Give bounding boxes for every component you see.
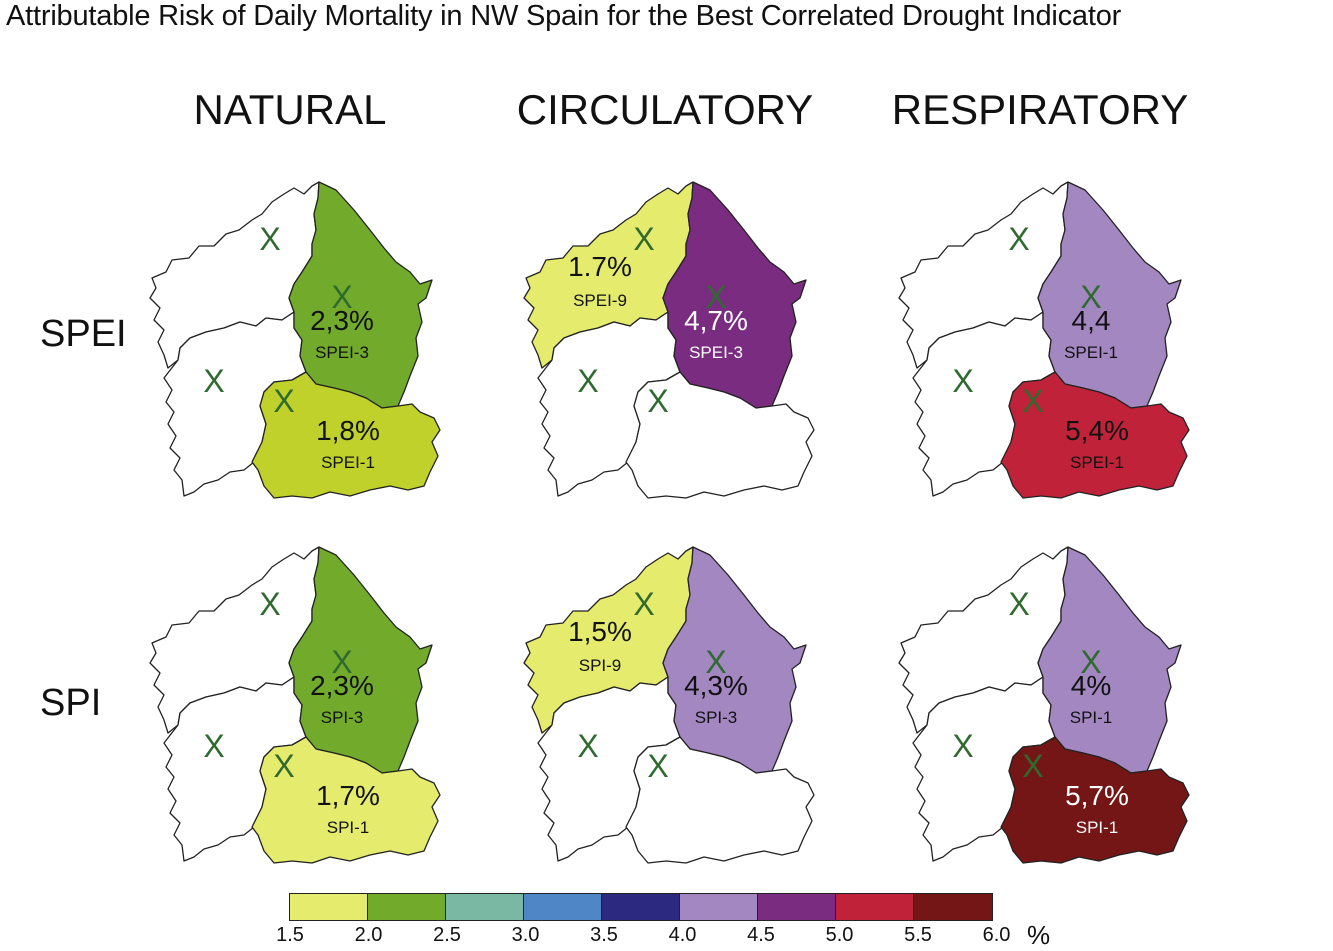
province-ourense [251, 736, 441, 864]
legend-tick-label: 5.5 [904, 924, 932, 946]
x-marker-pontevedra: X [577, 728, 598, 764]
x-marker-coruna: X [1008, 221, 1029, 257]
x-marker-lugo: X [331, 644, 352, 680]
map-panel-spi-natural: X X X X 2,3% SPI-3 1,7% SPI-1 [144, 545, 444, 865]
value-label-ourense: 1,7% [316, 780, 380, 811]
x-marker-pontevedra: X [577, 363, 598, 399]
legend-tick-label: 4.5 [747, 924, 775, 946]
legend-unit: % [1027, 920, 1051, 950]
province-ourense [625, 736, 815, 864]
legend-swatch-8 [914, 894, 992, 920]
indicator-label-ourense: SPEI-1 [1070, 453, 1124, 472]
indicator-label-lugo: SPI-3 [695, 708, 738, 727]
indicator-label-lugo: SPEI-3 [315, 343, 369, 362]
indicator-label-lugo: SPI-3 [321, 708, 364, 727]
x-marker-ourense: X [647, 383, 668, 419]
value-label-lugo: 4,3% [684, 670, 748, 701]
x-marker-lugo: X [705, 279, 726, 315]
indicator-label-ourense: SPI-1 [1076, 818, 1119, 837]
indicator-label-lugo: SPEI-1 [1064, 343, 1118, 362]
indicator-label-ourense: SPI-1 [327, 818, 370, 837]
color-legend [289, 893, 993, 921]
value-label-coruna: 1.7% [568, 251, 632, 282]
indicator-label-coruna: SPEI-9 [573, 291, 627, 310]
province-ourense [1000, 371, 1190, 499]
value-label-lugo: 2,3% [310, 670, 374, 701]
legend-tick-label: 6.0 [982, 924, 1011, 946]
legend-swatch-3 [524, 894, 602, 920]
value-label-ourense: 5,4% [1065, 415, 1129, 446]
legend-swatch-7 [836, 894, 914, 920]
map-panel-spi-respiratory: X X X X 4% SPI-1 5,7% SPI-1 [893, 545, 1193, 865]
x-marker-coruna: X [633, 586, 654, 622]
column-header-respiratory: RESPIRATORY [891, 86, 1189, 133]
legend-swatch-2 [446, 894, 524, 920]
indicator-label-coruna: SPI-9 [579, 656, 622, 675]
legend-swatch-1 [368, 894, 446, 920]
indicator-label-lugo: SPEI-3 [689, 343, 743, 362]
row-header-spi: SPI [40, 682, 102, 724]
map-panel-spei-respiratory: X X X X 4,4 SPEI-1 5,4% SPEI-1 [893, 180, 1193, 500]
x-marker-coruna: X [259, 586, 280, 622]
legend-ticks: 1.5 2.0 2.5 3.0 3.5 4.0 4.5 5.0 5.5 6.0 [0, 924, 1333, 948]
map-panel-spi-circulatory: X X X X 4,3% SPI-3 1,5% SPI-9 [518, 545, 818, 865]
x-marker-coruna: X [1008, 586, 1029, 622]
legend-tick-label: 1.5 [276, 924, 304, 946]
legend-swatch-4 [602, 894, 680, 920]
province-ourense [625, 371, 815, 499]
legend-tick-label: 2.0 [354, 924, 383, 946]
x-marker-pontevedra: X [952, 363, 973, 399]
x-marker-pontevedra: X [203, 728, 224, 764]
x-marker-lugo: X [331, 279, 352, 315]
indicator-label-lugo: SPI-1 [1070, 708, 1113, 727]
x-marker-ourense: X [1022, 748, 1043, 784]
x-marker-pontevedra: X [952, 728, 973, 764]
value-label-lugo: 4,4 [1072, 305, 1111, 336]
legend-swatch-0 [290, 894, 368, 920]
x-marker-coruna: X [259, 221, 280, 257]
legend-swatch-5 [680, 894, 758, 920]
x-marker-ourense: X [647, 748, 668, 784]
value-label-ourense: 1,8% [316, 415, 380, 446]
legend-tick-label: 3.0 [511, 924, 540, 946]
x-marker-lugo: X [1080, 279, 1101, 315]
x-marker-ourense: X [273, 748, 294, 784]
x-marker-lugo: X [705, 644, 726, 680]
value-label-lugo: 4% [1071, 670, 1111, 701]
map-panel-spei-circulatory: X X X X 4,7% SPEI-3 1.7% SPEI-9 [518, 180, 818, 500]
row-header-spei: SPEI [40, 313, 127, 355]
column-header-circulatory: CIRCULATORY [516, 86, 814, 133]
legend-tick-label: 4.0 [668, 924, 697, 946]
value-label-ourense: 5,7% [1065, 780, 1129, 811]
province-ourense [1000, 736, 1190, 864]
x-marker-coruna: X [633, 221, 654, 257]
indicator-label-ourense: SPEI-1 [321, 453, 375, 472]
value-label-lugo: 2,3% [310, 305, 374, 336]
legend-tick-label: 3.5 [590, 924, 618, 946]
column-header-natural: NATURAL [193, 86, 387, 133]
figure-title: Attributable Risk of Daily Mortality in … [6, 0, 1122, 32]
legend-tick-label: 5.0 [825, 924, 854, 946]
legend-swatch-6 [758, 894, 836, 920]
x-marker-ourense: X [1022, 383, 1043, 419]
value-label-coruna: 1,5% [568, 616, 632, 647]
x-marker-lugo: X [1080, 644, 1101, 680]
x-marker-ourense: X [273, 383, 294, 419]
value-label-lugo: 4,7% [684, 305, 748, 336]
map-panel-spei-natural: X X X X 2,3% SPEI-3 1,8% SPEI-1 [144, 180, 444, 500]
x-marker-pontevedra: X [203, 363, 224, 399]
province-ourense [251, 371, 441, 499]
legend-tick-label: 2.5 [433, 924, 461, 946]
